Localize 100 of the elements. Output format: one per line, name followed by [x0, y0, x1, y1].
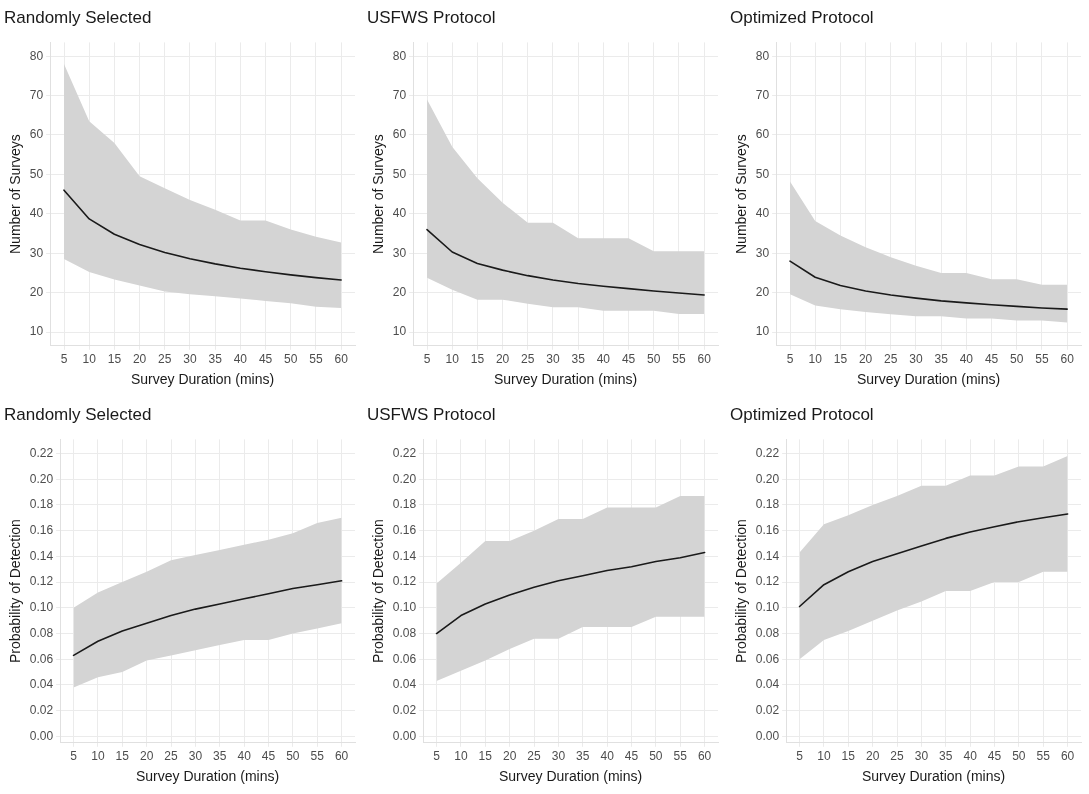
y-tick-label: 80 — [392, 48, 407, 63]
y-tick-label: 0.16 — [29, 522, 54, 537]
x-axis-title: Survey Duration (mins) — [494, 371, 638, 388]
x-tick-label: 15 — [833, 352, 848, 367]
x-tick-label: 55 — [1036, 749, 1051, 764]
x-tick-label: 30 — [546, 352, 560, 367]
x-tick-label: 25 — [158, 352, 172, 367]
y-tick-label: 0.20 — [755, 471, 780, 486]
x-tick-label: 45 — [984, 352, 999, 367]
x-tick-label: 10 — [82, 352, 97, 367]
y-axis-title: Probability of Detection — [733, 519, 750, 664]
y-tick-label: 0.22 — [755, 445, 780, 460]
y-tick-label: 70 — [392, 87, 407, 102]
x-tick-label: 30 — [914, 749, 929, 764]
x-tick-label: 5 — [60, 352, 68, 367]
x-tick-label: 50 — [1012, 749, 1026, 764]
x-tick-label: 35 — [208, 352, 223, 367]
x-tick-label: 35 — [939, 749, 953, 764]
x-tick-label: 55 — [672, 352, 686, 367]
y-tick-label: 0.20 — [29, 471, 54, 486]
y-tick-label: 40 — [29, 206, 44, 221]
y-tick-label: 0.22 — [29, 445, 54, 460]
x-tick-label: 60 — [1060, 352, 1075, 367]
x-tick-label: 20 — [858, 352, 873, 367]
y-tick-label: 0.12 — [392, 574, 417, 589]
y-tick-label: 60 — [755, 127, 770, 142]
y-tick-label: 0.14 — [392, 548, 417, 563]
x-tick-label: 50 — [284, 352, 298, 367]
x-tick-label: 50 — [647, 352, 661, 367]
x-tick-label: 60 — [697, 749, 712, 764]
x-tick-label: 15 — [841, 749, 856, 764]
y-tick-label: 0.22 — [392, 445, 417, 460]
x-tick-label: 10 — [808, 352, 823, 367]
x-tick-label: 35 — [213, 749, 227, 764]
y-tick-label: 0.18 — [29, 497, 54, 512]
y-tick-label: 30 — [392, 245, 407, 260]
x-tick-label: 15 — [478, 749, 493, 764]
x-tick-label: 20 — [132, 352, 147, 367]
x-tick-label: 25 — [164, 749, 179, 764]
x-tick-label: 15 — [107, 352, 122, 367]
y-tick-label: 0.20 — [392, 471, 417, 486]
y-tick-label: 0.04 — [755, 677, 780, 692]
x-tick-label: 55 — [1035, 352, 1049, 367]
x-tick-label: 25 — [527, 749, 542, 764]
y-tick-label: 60 — [392, 127, 407, 142]
y-tick-label: 0.12 — [755, 574, 780, 589]
y-tick-label: 60 — [29, 127, 44, 142]
x-axis-title: Survey Duration (mins) — [857, 371, 1001, 388]
y-tick-label: 0.08 — [392, 625, 417, 640]
x-tick-label: 10 — [445, 352, 460, 367]
x-tick-label: 50 — [286, 749, 300, 764]
y-tick-label: 0.00 — [29, 728, 54, 743]
y-tick-label: 0.00 — [392, 728, 417, 743]
x-tick-label: 45 — [987, 749, 1002, 764]
x-tick-label: 40 — [959, 352, 974, 367]
chart-title: USFWS Protocol — [367, 404, 496, 424]
y-axis-title: Number of Surveys — [733, 134, 750, 255]
y-tick-label: 0.14 — [29, 548, 54, 563]
chart-title: Optimized Protocol — [730, 7, 874, 27]
y-tick-label: 0.08 — [755, 625, 780, 640]
x-tick-label: 40 — [233, 352, 248, 367]
x-tick-label: 60 — [697, 352, 712, 367]
x-tick-label: 35 — [934, 352, 949, 367]
x-axis-title: Survey Duration (mins) — [136, 768, 280, 785]
y-tick-label: 50 — [29, 166, 44, 181]
x-tick-label: 25 — [884, 352, 898, 367]
y-tick-label: 0.10 — [29, 600, 54, 615]
y-tick-label: 40 — [755, 206, 770, 221]
x-tick-label: 20 — [865, 749, 880, 764]
x-tick-label: 5 — [433, 749, 441, 764]
x-tick-label: 5 — [786, 352, 794, 367]
x-tick-label: 40 — [963, 749, 978, 764]
y-tick-label: 30 — [29, 245, 44, 260]
x-tick-label: 40 — [600, 749, 615, 764]
x-tick-label: 50 — [649, 749, 663, 764]
x-tick-label: 45 — [621, 352, 636, 367]
y-tick-label: 80 — [755, 48, 770, 63]
y-tick-label: 0.16 — [755, 522, 780, 537]
y-tick-label: 0.14 — [755, 548, 780, 563]
y-tick-label: 20 — [392, 284, 407, 299]
x-tick-label: 35 — [571, 352, 586, 367]
y-tick-label: 10 — [29, 324, 44, 339]
y-tick-label: 10 — [755, 324, 770, 339]
y-tick-label: 0.04 — [392, 677, 417, 692]
x-tick-label: 5 — [423, 352, 431, 367]
x-tick-label: 30 — [909, 352, 923, 367]
y-tick-label: 70 — [755, 87, 770, 102]
x-axis-title: Survey Duration (mins) — [131, 371, 275, 388]
y-tick-label: 0.10 — [392, 600, 417, 615]
chart-title: USFWS Protocol — [367, 7, 496, 27]
y-tick-label: 0.00 — [755, 728, 780, 743]
x-tick-label: 30 — [183, 352, 197, 367]
chart-title: Optimized Protocol — [730, 404, 874, 424]
y-tick-label: 10 — [392, 324, 407, 339]
y-tick-label: 0.02 — [29, 702, 54, 717]
x-tick-label: 55 — [310, 749, 325, 764]
y-tick-label: 20 — [29, 284, 44, 299]
x-tick-label: 55 — [309, 352, 323, 367]
y-tick-label: 50 — [392, 166, 407, 181]
y-axis-title: Probability of Detection — [7, 519, 24, 664]
